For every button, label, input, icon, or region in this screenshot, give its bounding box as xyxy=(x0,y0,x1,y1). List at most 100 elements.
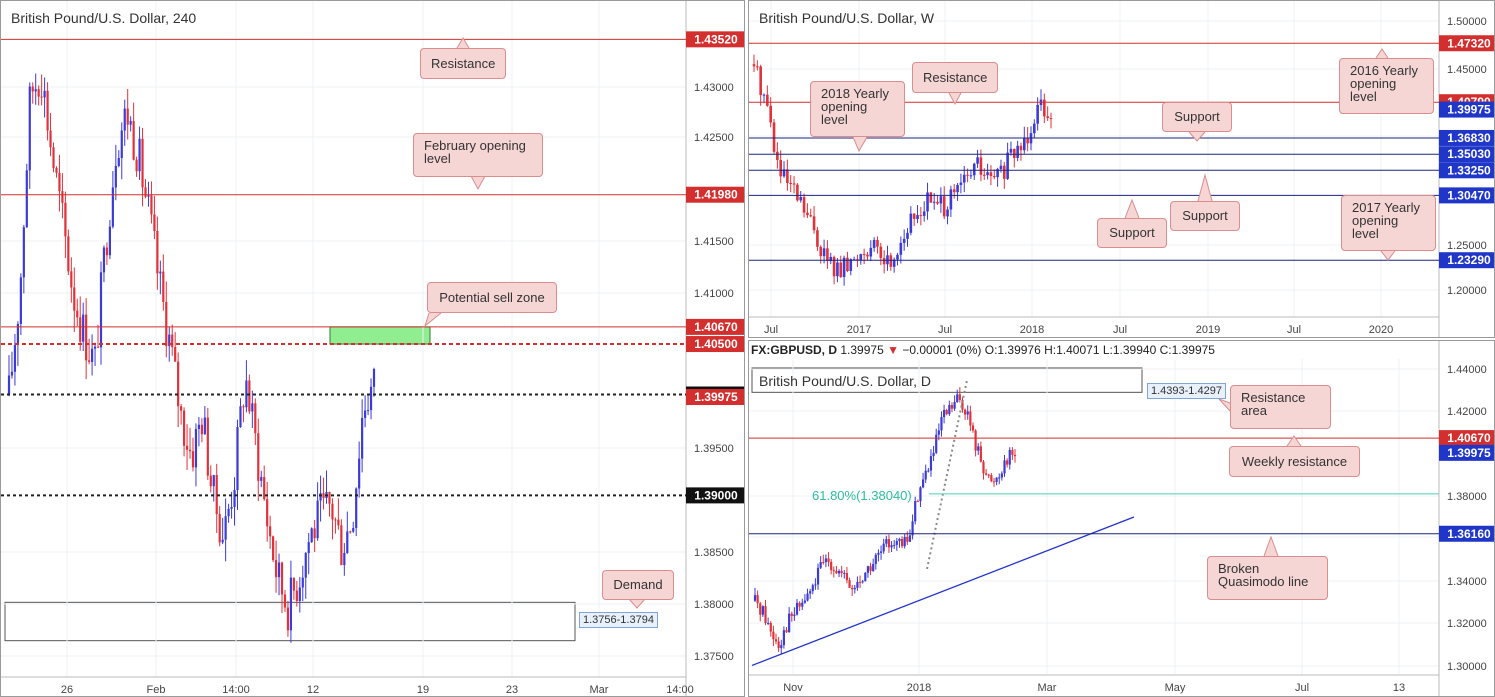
candle-body xyxy=(1019,145,1023,151)
candle-body xyxy=(352,528,355,532)
candle-body xyxy=(992,481,996,483)
candle-body xyxy=(869,566,872,571)
price-tag: 1.23290 xyxy=(1447,253,1491,267)
candle-body xyxy=(764,606,767,624)
candle-body xyxy=(55,168,58,173)
candle-body xyxy=(1036,104,1039,124)
candle-body xyxy=(772,122,776,152)
candle-body xyxy=(879,246,883,259)
price-tag: 1.40670 xyxy=(1447,431,1491,445)
candle-body xyxy=(924,470,927,480)
annotation-resistance: Resistance xyxy=(420,48,506,79)
candle-body xyxy=(31,86,34,92)
candle-body xyxy=(812,216,816,231)
candle-body xyxy=(319,493,322,501)
candle-body xyxy=(366,410,370,412)
annotation-2016-yearly: 2016 Yearly opening level xyxy=(1339,58,1434,114)
chart-canvas-240[interactable]: 1.43000 1.42500 1.41500 1.41000 1.39500 1.385… xyxy=(1,1,745,697)
price-tag: 1.40500 xyxy=(694,337,738,351)
candle-body xyxy=(864,572,867,582)
ohlc-readout: FX:GBPUSD, D 1.39975 ▼ −0.00001 (0%) O:1… xyxy=(751,341,1215,359)
candle-body xyxy=(879,551,883,553)
chart-panel-240[interactable]: 1.43000 1.42500 1.41500 1.41000 1.39500 1.385… xyxy=(0,0,745,697)
candle-body xyxy=(1026,137,1029,144)
x-tick-label: Nov xyxy=(783,682,803,694)
trendline xyxy=(751,516,1135,667)
chart-panel-weekly[interactable]: 1.500001.450001.425001.250001.20000Jul20… xyxy=(748,0,1495,338)
pointer xyxy=(1124,198,1140,219)
candle-body xyxy=(289,577,293,631)
candle-body xyxy=(802,197,806,213)
candle-body xyxy=(93,346,97,349)
candle-body xyxy=(921,479,925,488)
x-tick-label: Jul xyxy=(938,324,952,336)
y-tick-label: 1.41000 xyxy=(694,288,734,300)
x-tick-label: 13 xyxy=(1393,682,1405,694)
candle-body xyxy=(961,399,964,410)
candle-body xyxy=(772,631,775,640)
candle-body xyxy=(762,94,766,96)
chart-canvas-daily[interactable]: 1.440001.420001.380001.360001.340001.320… xyxy=(749,341,1495,697)
annotation-weekly-resistance-daily: Weekly resistance xyxy=(1229,446,1360,477)
candle-body xyxy=(1043,99,1046,117)
candle-body xyxy=(753,595,757,601)
candle-body xyxy=(789,182,793,184)
price-tag: 1.35030 xyxy=(1447,147,1491,161)
candle-body xyxy=(227,508,230,517)
candle-body xyxy=(257,433,260,481)
candle-body xyxy=(105,247,109,256)
candle-body xyxy=(932,201,936,203)
candle-body xyxy=(254,403,257,434)
candle-body xyxy=(866,566,870,573)
x-tick-label: 2020 xyxy=(1369,324,1393,336)
candle-body xyxy=(236,427,239,491)
candle-body xyxy=(958,394,961,400)
chart-canvas-weekly[interactable]: 1.500001.450001.425001.250001.20000Jul20… xyxy=(749,1,1495,338)
y-tick-label: 1.25000 xyxy=(1447,240,1487,252)
candle-body xyxy=(908,535,912,542)
candle-body xyxy=(331,503,334,520)
candle-body xyxy=(301,577,304,588)
candle-body xyxy=(919,215,923,217)
candle-body xyxy=(790,613,793,616)
candle-body xyxy=(147,195,150,197)
candle-body xyxy=(822,562,825,564)
candle-body xyxy=(985,473,988,475)
candle-body xyxy=(307,542,310,554)
candle-body xyxy=(969,411,972,426)
price-tag: 1.30470 xyxy=(1447,188,1491,202)
candle-body xyxy=(982,174,986,176)
price-tag-bg xyxy=(1439,525,1494,542)
chart-panel-daily[interactable]: 1.440001.420001.380001.360001.340001.320… xyxy=(748,340,1495,697)
candle-body xyxy=(135,159,138,172)
candle-body xyxy=(132,121,135,160)
candle-body xyxy=(153,214,156,231)
candle-body xyxy=(839,262,843,277)
candle-body xyxy=(916,215,919,219)
candle-body xyxy=(310,528,313,543)
candle-body xyxy=(369,386,373,411)
candle-body xyxy=(826,248,829,262)
candle-body xyxy=(902,238,906,243)
price-tag: 1.40670 xyxy=(694,320,738,334)
candle-body xyxy=(46,90,49,131)
candle-body xyxy=(843,572,846,574)
candle-body xyxy=(989,172,993,177)
candle-body xyxy=(99,272,103,348)
candle-body xyxy=(64,202,67,237)
candle-body xyxy=(935,434,938,453)
ohlc-change: −0.00001 (0%) xyxy=(902,343,982,357)
y-tick-label: 1.34000 xyxy=(1447,576,1487,588)
candle-body xyxy=(895,541,898,545)
candle-body xyxy=(809,591,812,594)
candle-body xyxy=(337,519,340,526)
candle-body xyxy=(899,242,903,255)
ohlc-close: C:1.39975 xyxy=(1159,343,1215,357)
annotation-support-c: Support xyxy=(1097,218,1167,248)
candle-body xyxy=(165,301,168,347)
x-tick-label: 14:00 xyxy=(222,684,250,696)
candle-body xyxy=(280,562,284,595)
candle-body xyxy=(197,424,201,430)
price-tag-bg xyxy=(686,31,744,48)
candle-body xyxy=(966,411,969,415)
